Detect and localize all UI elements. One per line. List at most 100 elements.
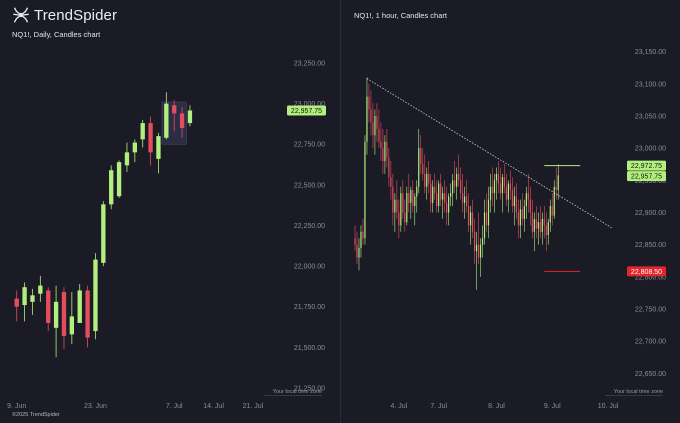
y-tick-label: 23,000.00 (294, 101, 325, 108)
candle-body (376, 115, 378, 129)
candle-body (404, 212, 406, 223)
y-tick-label: 22,950.00 (635, 178, 666, 185)
candle-body (535, 218, 537, 229)
timezone-label: Your local time zone (614, 389, 663, 395)
candle-body (428, 173, 430, 184)
price-badge (287, 105, 326, 116)
candle-body (140, 123, 145, 140)
candle-body (529, 199, 531, 213)
candle-body (412, 189, 414, 207)
price-badge (627, 266, 666, 277)
candle-body (414, 196, 416, 207)
x-tick-label: 9. Jul (544, 403, 561, 410)
candle-body (358, 247, 360, 258)
candle-body (360, 231, 362, 248)
candle-body (430, 183, 432, 203)
candle-body (460, 180, 462, 194)
y-tick-label: 23,000.00 (635, 146, 666, 153)
price-badge (627, 160, 666, 171)
candle-body (172, 105, 177, 114)
candle-body (436, 193, 438, 207)
candle-body (519, 209, 521, 226)
candle-body (434, 186, 436, 194)
candle-body (364, 141, 366, 239)
candle-body (406, 193, 408, 223)
candle-body (362, 231, 364, 239)
x-tick-label: 4. Jul (390, 403, 407, 410)
candle-body (525, 193, 527, 207)
hourly-chart-title: NQ1!, 1 hour, Candles chart (354, 11, 447, 20)
candle-body (93, 259, 98, 332)
candle-body (477, 244, 480, 258)
candle-body (356, 244, 358, 258)
candle-body (46, 290, 51, 323)
candle-body (469, 212, 472, 226)
candle-body (30, 295, 35, 302)
candle-body (384, 141, 386, 162)
x-tick-label: 14. Jul (203, 403, 224, 410)
candle-body (61, 292, 67, 336)
candle-body (416, 186, 418, 197)
trendspider-logo-icon (13, 7, 29, 23)
price-badge (627, 171, 666, 182)
candle-body (400, 193, 402, 226)
candle-body (366, 96, 368, 142)
candle-body (557, 175, 559, 190)
candle-body (394, 199, 396, 213)
timezone-label: Your local time zone (273, 389, 322, 395)
candle-body (380, 141, 382, 149)
candle-body (420, 148, 422, 165)
candle-body (533, 218, 535, 232)
candle-body (354, 238, 356, 245)
candle-body (53, 301, 59, 328)
candle-body (424, 173, 426, 187)
candle-body (446, 202, 448, 213)
candle-body (148, 123, 153, 153)
candle-body (473, 231, 476, 252)
candle-body (501, 177, 504, 194)
y-tick-label: 22,850.00 (635, 242, 666, 249)
candle-body (408, 193, 410, 203)
candle-body (432, 186, 434, 203)
candle-body (386, 141, 388, 158)
candle-body (402, 193, 404, 213)
candle-body (521, 209, 523, 219)
candle-body (187, 110, 193, 124)
candle-body (539, 222, 541, 232)
candle-body (444, 193, 446, 203)
y-tick-label: 23,150.00 (635, 49, 666, 56)
candle-body (541, 218, 543, 232)
candle-body (398, 212, 400, 226)
x-tick-label: 21. Jul (243, 403, 264, 410)
trendline (366, 78, 613, 229)
candle-body (388, 157, 390, 178)
candle-body (537, 222, 539, 229)
candle-body (372, 122, 374, 136)
candle-body (368, 96, 370, 110)
candle-body (101, 204, 106, 263)
candle-body (523, 206, 525, 219)
candle-body (503, 177, 506, 187)
candle-body (481, 238, 484, 245)
candle-body (505, 186, 508, 200)
candle-body (440, 183, 442, 200)
candle-body (493, 180, 496, 194)
x-tick-label: 10. Jul (598, 403, 619, 410)
candle-body (370, 109, 372, 123)
candle-body (458, 173, 460, 181)
candle-body (132, 142, 137, 153)
candle-body (489, 186, 492, 200)
y-tick-label: 22,500.00 (294, 182, 325, 189)
y-tick-label: 22,700.00 (635, 339, 666, 346)
candle-body (517, 212, 519, 226)
candle-body (77, 290, 82, 323)
panel-divider (340, 0, 341, 423)
candle-body (555, 186, 557, 190)
y-tick-label: 21,500.00 (294, 345, 325, 352)
candle-body (547, 222, 549, 236)
candle-body (396, 199, 398, 213)
candle-body (450, 193, 452, 197)
daily-candle-chart[interactable]: 23,250.00 23,000.00 22,750.00 22,500.00 22,2… (0, 0, 340, 423)
candle-body (390, 177, 392, 187)
